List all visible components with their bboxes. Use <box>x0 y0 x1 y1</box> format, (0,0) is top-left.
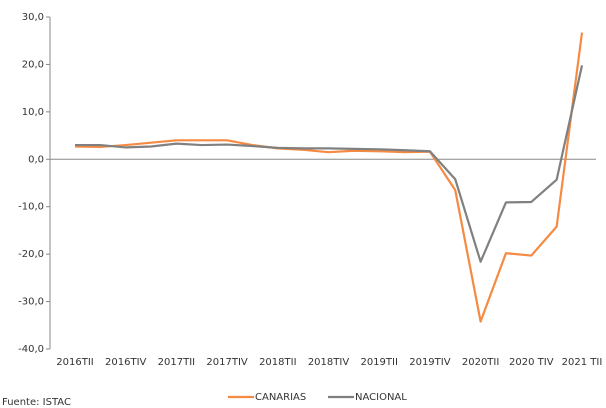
x-tick-label: 2020 TIV <box>509 357 554 368</box>
x-tick-label: 2018TII <box>259 357 296 368</box>
y-tick-label: 30,0 <box>22 12 44 23</box>
x-tick-label: 2019TII <box>360 357 397 368</box>
legend-label: NACIONAL <box>355 392 407 403</box>
y-tick-label: 0,0 <box>28 154 44 165</box>
x-tick-label: 2018TIV <box>308 357 350 368</box>
y-tick-label: 20,0 <box>22 59 44 70</box>
y-tick-label: -20,0 <box>18 249 44 260</box>
source-note: Fuente: ISTAC <box>2 397 71 408</box>
data-line <box>75 65 584 263</box>
x-tick-label: 2017TIV <box>206 357 248 368</box>
x-tick-label: 2016TIV <box>105 357 147 368</box>
y-tick-label: 10,0 <box>22 107 44 118</box>
legend-label: CANARIAS <box>255 392 306 403</box>
x-tick-label: 2016TII <box>56 357 93 368</box>
y-tick-label: -10,0 <box>18 202 44 213</box>
y-tick-label: -40,0 <box>18 344 44 355</box>
x-tick-label: 2021 TII <box>562 357 603 368</box>
x-tick-label: 2019TIV <box>409 357 451 368</box>
y-tick-label: -30,0 <box>18 297 44 308</box>
data-line <box>74 32 584 323</box>
x-tick-label: 2017TII <box>158 357 195 368</box>
x-tick-label: 2020TII <box>462 357 499 368</box>
